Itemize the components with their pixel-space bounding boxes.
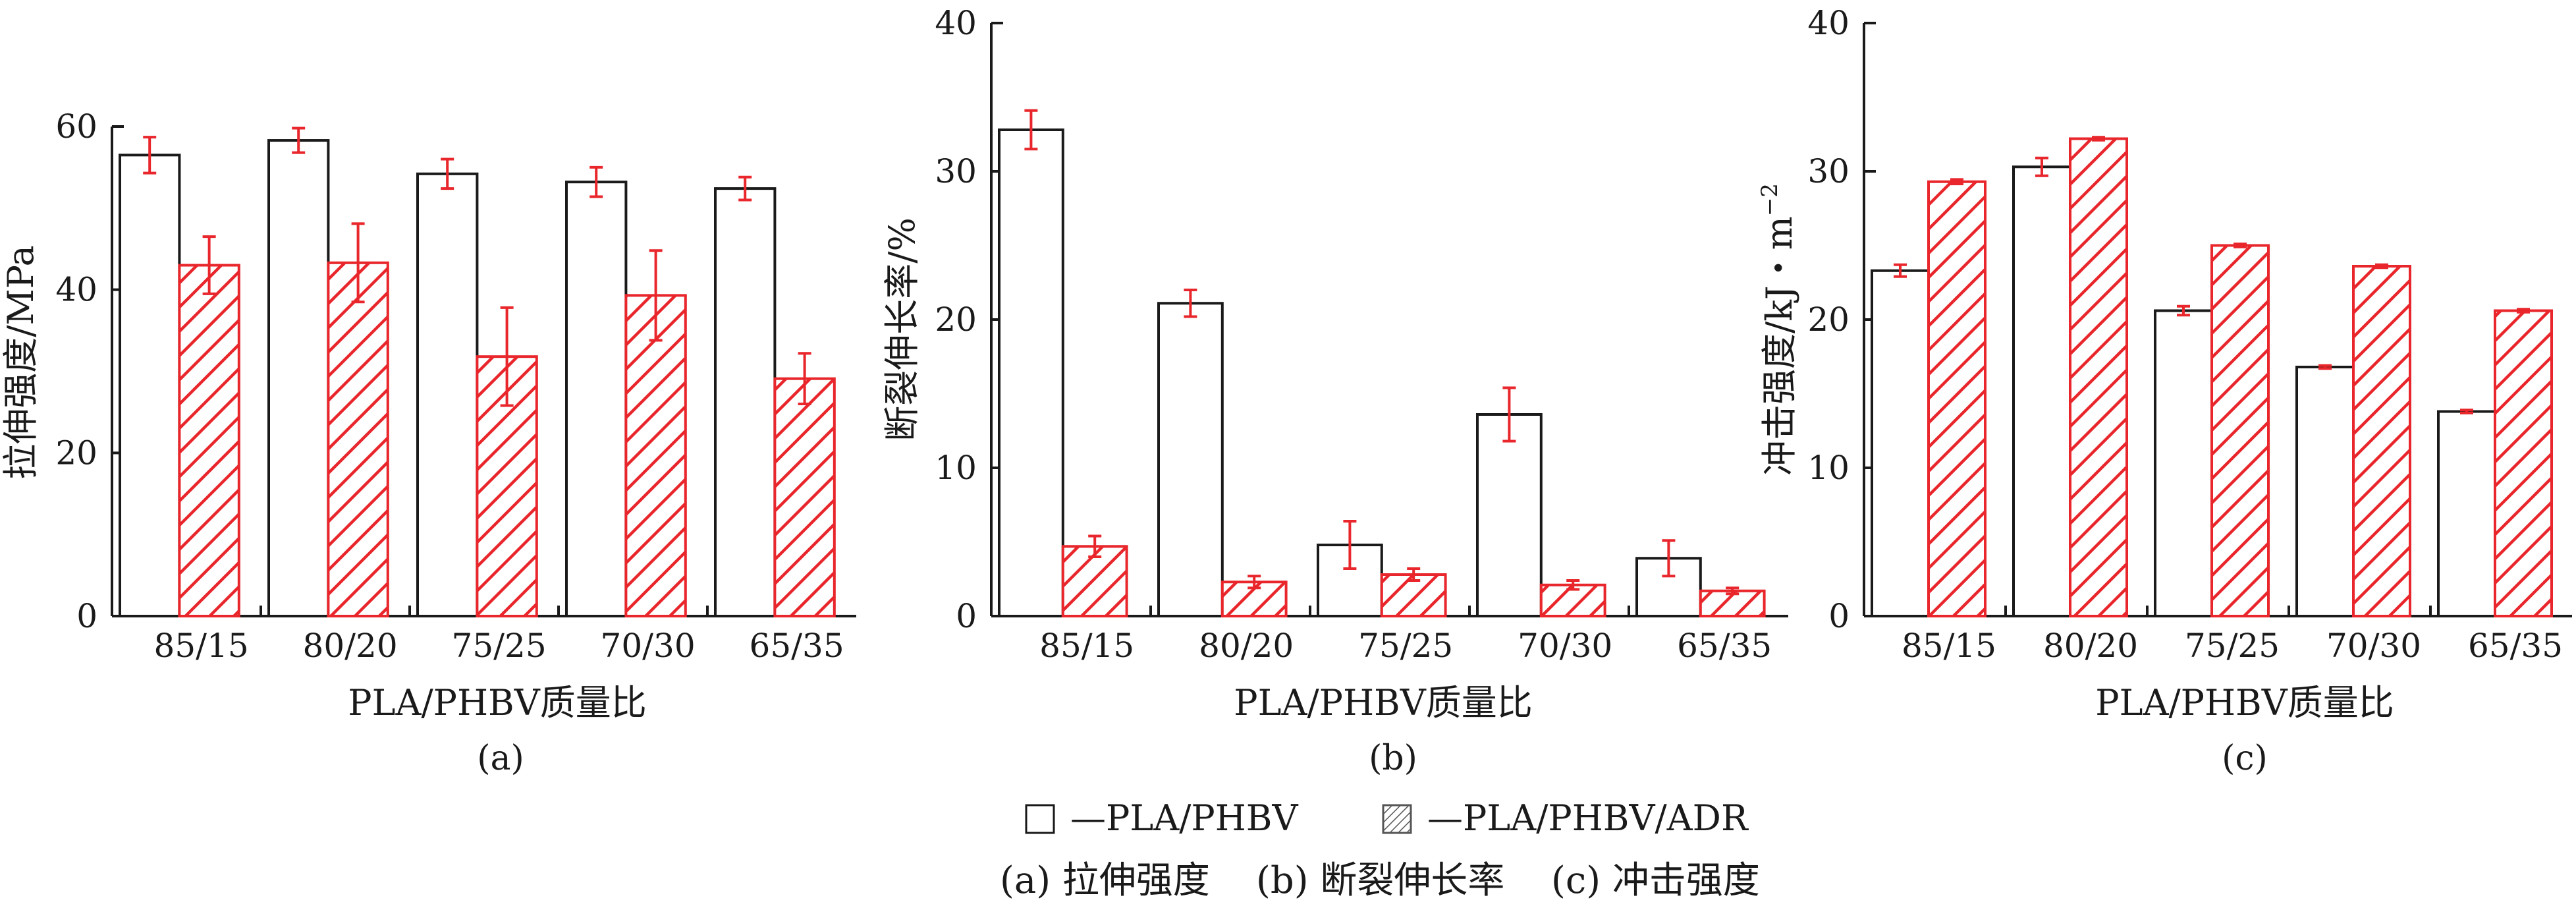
caption-part-c: (c) 冲击强度: [1551, 859, 1760, 902]
x-axis-title: PLA/PHBV质量比: [348, 682, 647, 724]
bar-pla-phbv: [565, 181, 628, 617]
y-tick-label: 40: [935, 4, 977, 42]
legend-swatch-pla-phbv-adr: [1382, 804, 1412, 834]
impact-strength-chart: 冲击强度/kJ・m−2 PLA/PHBV质量比 (c) 0 10 20 30 40 85/…: [1757, 4, 2572, 778]
bar-pla-phbv-adr: [178, 264, 240, 617]
bar-pla-phbv-adr: [2352, 265, 2411, 617]
y-tick-label: 0: [76, 597, 97, 635]
x-axis-title: PLA/PHBV质量比: [1234, 682, 1533, 724]
panel-label: (b): [1369, 739, 1417, 778]
y-tick-label: 40: [55, 271, 97, 309]
panel-label: (c): [2222, 739, 2268, 778]
bar-pla-phbv: [714, 187, 777, 617]
y-tick-label: 40: [1807, 4, 1850, 42]
y-axis-title: 拉伸强度/MPa: [0, 245, 41, 480]
y-tick-label: 20: [935, 300, 977, 339]
bar-pla-phbv-adr: [1927, 180, 1987, 617]
x-tick-label: 65/35: [2468, 627, 2563, 665]
y-tick-label: 60: [55, 107, 97, 146]
x-tick-label: 85/15: [1902, 627, 1996, 665]
x-tick-label: 85/15: [1039, 627, 1134, 665]
x-tick-label: 70/30: [1518, 627, 1612, 665]
y-tick-label: 30: [935, 152, 977, 190]
tensile-strength-chart: 拉伸强度/MPa PLA/PHBV质量比 (a) 0 20 40 60 85/15 80/…: [0, 107, 856, 778]
x-tick-label: 70/30: [2326, 627, 2421, 665]
bar-pla-phbv-adr: [624, 294, 687, 617]
x-tick-label: 80/20: [303, 627, 398, 665]
y-axis-title: 冲击强度/kJ・m−2: [1757, 183, 1800, 476]
bar-pla-phbv: [998, 128, 1064, 617]
bar-pla-phbv: [267, 139, 330, 617]
x-tick-label: 65/35: [1677, 627, 1772, 665]
legend: —PLA/PHBV —PLA/PHBV/ADR: [1025, 797, 1749, 839]
caption-part-a: (a) 拉伸强度: [1000, 859, 1210, 902]
x-axis-title: PLA/PHBV质量比: [2095, 682, 2394, 724]
bar-pla-phbv-adr: [773, 377, 836, 618]
x-tick-label: 75/25: [2185, 627, 2280, 665]
y-tick-label: 10: [1807, 449, 1850, 487]
caption-part-b: (b) 断裂伸长率: [1256, 859, 1504, 902]
x-tick-label: 80/20: [2043, 627, 2138, 665]
x-tick-label: 65/35: [750, 627, 844, 665]
bar-pla-phbv: [2295, 366, 2355, 617]
y-tick-label: 0: [956, 597, 977, 635]
bar-pla-phbv: [2012, 165, 2071, 617]
bar-pla-phbv-adr: [2494, 309, 2553, 617]
bar-pla-phbv: [416, 172, 479, 618]
bar-pla-phbv: [119, 154, 181, 617]
bar-pla-phbv: [2437, 410, 2496, 617]
x-tick-label: 85/15: [154, 627, 249, 665]
bar-pla-phbv-adr: [327, 261, 389, 617]
legend-swatch-pla-phbv: [1025, 804, 1055, 834]
legend-label-pla-phbv: —PLA/PHBV: [1070, 797, 1298, 839]
bar-pla-phbv: [1476, 413, 1543, 617]
bar-pla-phbv-adr: [1220, 581, 1288, 617]
bar-pla-phbv-adr: [2210, 244, 2270, 617]
figure-caption: (a) 拉伸强度 (b) 断裂伸长率 (c) 冲击强度: [1000, 859, 1760, 902]
y-axis-title: 断裂伸长率/%: [881, 217, 923, 441]
y-tick-label: 20: [55, 434, 97, 472]
y-axis-title-superscript: −2: [1757, 183, 1783, 216]
y-tick-label: 10: [935, 449, 977, 487]
bar-pla-phbv: [1871, 269, 1930, 617]
x-tick-label: 75/25: [1358, 627, 1453, 665]
x-tick-label: 70/30: [601, 627, 696, 665]
legend-label-pla-phbv-adr: —PLA/PHBV/ADR: [1427, 797, 1749, 839]
bar-pla-phbv: [2154, 309, 2213, 617]
x-tick-label: 80/20: [1199, 627, 1294, 665]
x-tick-label: 75/25: [452, 627, 547, 665]
y-axis-title-main: 冲击强度/kJ・m: [1759, 216, 1800, 476]
y-tick-label: 30: [1807, 152, 1850, 190]
elongation-at-break-chart: 断裂伸长率/% PLA/PHBV质量比 (b) 0 10 20 30 40 85/15 80…: [881, 4, 1788, 778]
bar-pla-phbv-adr: [2069, 137, 2128, 617]
panel-label: (a): [477, 739, 524, 778]
y-tick-label: 20: [1807, 300, 1850, 339]
y-tick-label: 0: [1828, 597, 1850, 635]
bar-pla-phbv: [1157, 302, 1224, 617]
